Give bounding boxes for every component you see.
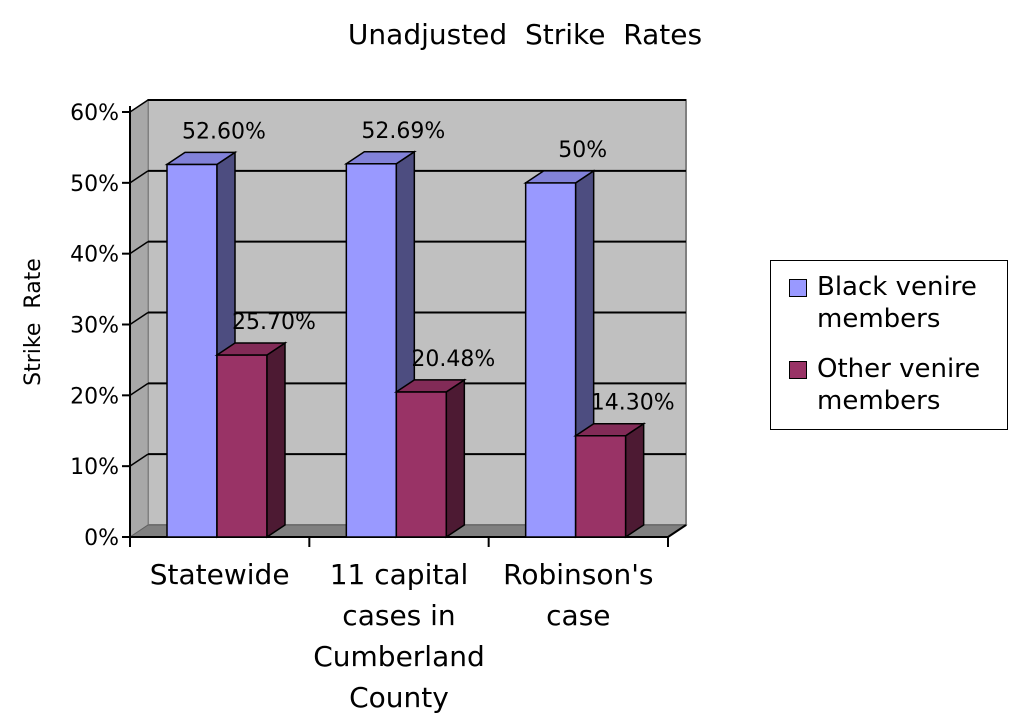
- bar-front: [345, 163, 398, 538]
- gridline-side: [129, 311, 149, 326]
- bar-side: [624, 422, 645, 539]
- gridline-side: [129, 241, 149, 255]
- legend-swatch-black: [789, 279, 807, 297]
- legend-swatch-other: [789, 361, 807, 379]
- bar-front: [524, 182, 577, 538]
- bar-front: [574, 434, 627, 538]
- gridline-side: [129, 99, 149, 113]
- bar-top: [164, 151, 238, 166]
- bar-top: [523, 170, 597, 184]
- data-label: 20.48%: [411, 347, 495, 372]
- x-tick-label: cases in: [342, 599, 455, 632]
- y-tick-label: 20%: [70, 384, 119, 409]
- legend: Black venire members Other venire member…: [770, 260, 1008, 430]
- bar-front: [216, 354, 268, 538]
- y-tick-label: 60%: [70, 101, 119, 126]
- y-tick-label: 40%: [70, 243, 119, 268]
- x-tick-label: Robinson's: [503, 558, 653, 591]
- bar-front: [166, 163, 218, 538]
- bar-side: [266, 341, 286, 539]
- y-tick-label: 10%: [70, 455, 119, 480]
- x-tick-label: Statewide: [150, 558, 290, 591]
- bar-top: [573, 422, 647, 437]
- x-tick-label: 11 capital: [330, 558, 469, 591]
- legend-label-other: Other venire members: [817, 354, 981, 416]
- bar-top: [214, 342, 288, 356]
- plot-area: 0% 10% 20% 30% 40% 50% 60% 52.60% 25.70% 52.69% 20…: [70, 99, 688, 714]
- legend-item-black-venire-members: Black venire members: [789, 271, 1007, 335]
- bar-top: [343, 151, 417, 165]
- gridline-side: [129, 453, 149, 467]
- y-tick-label: 50%: [70, 172, 119, 197]
- data-label: 50%: [558, 138, 607, 163]
- bar-top: [393, 379, 467, 393]
- y-tick-label: 30%: [70, 314, 119, 339]
- bar-1-0: [214, 341, 288, 539]
- y-axis-label: Strike Rate: [21, 258, 46, 386]
- legend-label-black: Black venire members: [817, 272, 977, 334]
- bar-side: [445, 378, 466, 539]
- x-axis-depth-line: [667, 524, 687, 538]
- gridline-side: [129, 170, 149, 184]
- chart-title: Unadjusted Strike Rates: [348, 18, 702, 51]
- data-label: 52.60%: [182, 119, 266, 144]
- bar-front: [395, 391, 448, 538]
- bar-1-2: [573, 422, 647, 539]
- data-label: 14.30%: [591, 391, 675, 416]
- x-tick-label: County: [349, 681, 449, 714]
- data-label: 25.70%: [232, 310, 316, 335]
- y-tick-label: 0%: [84, 526, 119, 551]
- gridline-side: [129, 382, 149, 396]
- data-label: 52.69%: [361, 119, 445, 144]
- x-tick-label: Cumberland: [313, 640, 485, 673]
- legend-item-other-venire-members: Other venire members: [789, 353, 1007, 417]
- x-tick-label: case: [546, 599, 610, 632]
- bar-1-1: [393, 378, 467, 539]
